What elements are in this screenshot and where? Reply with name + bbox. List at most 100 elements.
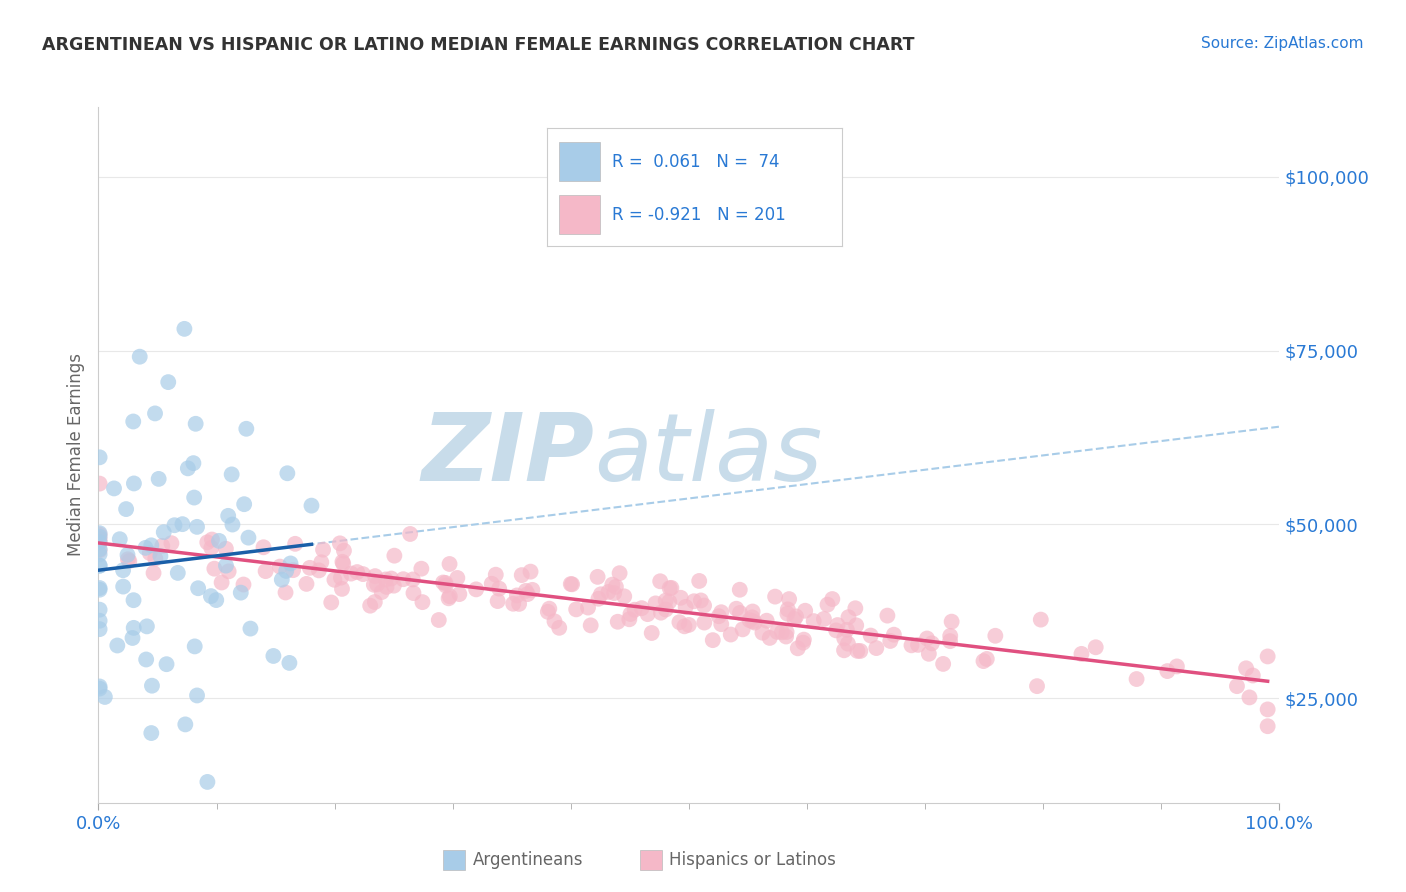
Point: [446, 571, 468, 585]
Point: [141, 726, 163, 740]
Point: [792, 635, 814, 649]
Point: [374, 573, 396, 587]
Point: [364, 569, 387, 583]
Point: [776, 602, 799, 616]
Point: [218, 565, 240, 579]
Point: [323, 573, 346, 587]
Point: [174, 717, 197, 731]
Point: [689, 593, 711, 607]
Point: [813, 612, 835, 626]
Point: [845, 618, 868, 632]
Point: [89, 614, 111, 628]
Point: [205, 593, 228, 607]
Point: [630, 601, 652, 615]
Point: [274, 585, 297, 599]
Point: [702, 633, 724, 648]
Point: [565, 602, 588, 616]
Point: [155, 657, 177, 672]
Point: [751, 625, 773, 640]
Point: [637, 607, 659, 621]
Point: [693, 599, 716, 613]
Point: [586, 570, 609, 584]
Point: [89, 602, 111, 616]
Point: [312, 542, 335, 557]
Point: [301, 499, 323, 513]
Text: ARGENTINEAN VS HISPANIC OR LATINO MEDIAN FEMALE EARNINGS CORRELATION CHART: ARGENTINEAN VS HISPANIC OR LATINO MEDIAN…: [42, 36, 915, 54]
Point: [619, 607, 641, 621]
Point: [128, 350, 150, 364]
Point: [1070, 647, 1092, 661]
Point: [89, 622, 111, 636]
Point: [229, 585, 252, 599]
Point: [150, 539, 173, 553]
Point: [254, 564, 277, 578]
Point: [710, 617, 733, 632]
Point: [865, 641, 887, 656]
Point: [427, 613, 450, 627]
Point: [375, 580, 398, 594]
Point: [402, 586, 425, 600]
Point: [900, 638, 922, 652]
Point: [89, 527, 111, 541]
Point: [380, 572, 402, 586]
Point: [221, 517, 243, 532]
Point: [859, 629, 882, 643]
Point: [402, 573, 425, 587]
Point: [844, 601, 866, 615]
Point: [932, 657, 955, 671]
Point: [281, 563, 304, 577]
Point: [117, 548, 139, 562]
Point: [135, 652, 157, 666]
Point: [364, 595, 387, 609]
Point: [728, 582, 751, 597]
Point: [939, 629, 962, 643]
Point: [778, 592, 800, 607]
Point: [803, 614, 825, 628]
Point: [215, 541, 238, 556]
Point: [766, 624, 789, 639]
Point: [411, 595, 433, 609]
Point: [673, 619, 696, 633]
Point: [1257, 649, 1279, 664]
Point: [221, 467, 243, 482]
Point: [89, 680, 111, 694]
Point: [731, 623, 754, 637]
Point: [89, 542, 111, 557]
Point: [186, 689, 208, 703]
Point: [785, 609, 807, 624]
Point: [103, 482, 125, 496]
Point: [519, 565, 541, 579]
Point: [758, 631, 780, 645]
Text: Argentineans: Argentineans: [472, 851, 583, 869]
Point: [915, 632, 938, 646]
Point: [775, 625, 797, 640]
Point: [837, 610, 859, 624]
Point: [157, 375, 180, 389]
Point: [548, 621, 571, 635]
Point: [89, 476, 111, 491]
Point: [641, 626, 664, 640]
Y-axis label: Median Female Earnings: Median Female Earnings: [66, 353, 84, 557]
Point: [149, 549, 172, 563]
Point: [728, 606, 751, 620]
Point: [202, 562, 225, 576]
Point: [359, 599, 381, 613]
Point: [510, 568, 533, 582]
Point: [669, 591, 692, 605]
Point: [598, 585, 620, 599]
Point: [284, 537, 307, 551]
Point: [122, 593, 145, 607]
Point: [278, 656, 301, 670]
Point: [654, 593, 676, 607]
Point: [232, 577, 254, 591]
Point: [295, 577, 318, 591]
Point: [238, 531, 260, 545]
Point: [143, 406, 166, 420]
Point: [252, 541, 274, 555]
Point: [321, 595, 343, 609]
Point: [200, 541, 222, 555]
Point: [233, 497, 256, 511]
Point: [183, 640, 205, 654]
Point: [817, 598, 839, 612]
Point: [683, 594, 706, 608]
